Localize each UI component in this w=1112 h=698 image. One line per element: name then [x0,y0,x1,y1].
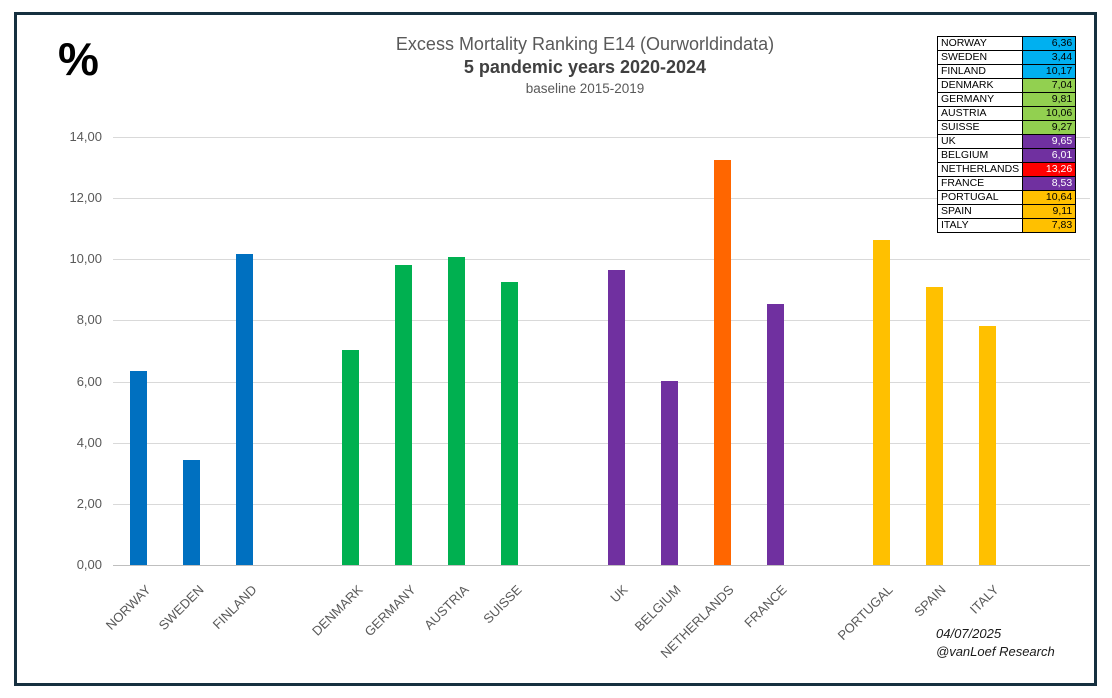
legend-country-label: SWEDEN [936,50,1024,65]
y-tick-label-0,00: 0,00 [76,557,102,572]
legend-value-cell: 9,27 [1022,120,1077,135]
bar-denmark [342,350,359,565]
legend-country-label: UK [936,134,1024,149]
x-axis-label-denmark: DENMARK [309,582,366,639]
legend-country-label: FRANCE [936,176,1024,191]
legend-row-finland: FINLAND 10,17 [936,64,1077,79]
legend-value-cell: 6,36 [1022,36,1077,51]
legend-value-cell: 10,06 [1022,106,1077,121]
legend-value-cell: 7,83 [1022,218,1077,233]
legend-country-label: PORTUGAL [936,190,1024,205]
legend-table: NORWAY 6,36 SWEDEN 3,44 FINLAND 10,17 DENMARK 7… [936,36,1077,233]
legend-value-cell: 10,17 [1022,64,1077,79]
y-tick-label-8,00: 8,00 [76,312,102,327]
legend-country-label: BELGIUM [936,148,1024,163]
x-axis-label-spain: SPAIN [911,582,949,620]
legend-row-italy: ITALY 7,83 [936,218,1077,233]
legend-country-label: AUSTRIA [936,106,1024,121]
legend-row-france: FRANCE 8,53 [936,176,1077,191]
legend-row-germany: GERMANY 9,81 [936,92,1077,107]
x-axis-line [113,565,1090,566]
gridline-12,00 [113,198,1090,199]
legend-value-cell: 8,53 [1022,176,1077,191]
y-tick-label-12,00: 12,00 [69,190,102,205]
title-block: Excess Mortality Ranking E14 (Ourworldin… [160,33,1010,99]
gridline-2,00 [113,504,1090,505]
chart-baseline-note: baseline 2015-2019 [525,81,645,96]
y-tick-label-4,00: 4,00 [76,435,102,450]
legend-value-cell: 9,65 [1022,134,1077,149]
gridline-14,00 [113,137,1090,138]
legend-row-norway: NORWAY 6,36 [936,36,1077,51]
bar-finland [236,254,253,565]
bar-france [767,304,784,565]
legend-value-cell: 9,81 [1022,92,1077,107]
legend-row-spain: SPAIN 9,11 [936,204,1077,219]
x-axis-label-austria: AUSTRIA [421,582,472,633]
gridline-8,00 [113,320,1090,321]
bar-austria [448,257,465,565]
legend-row-belgium: BELGIUM 6,01 [936,148,1077,163]
y-tick-label-14,00: 14,00 [69,129,102,144]
bar-germany [395,265,412,565]
legend-country-label: NORWAY [936,36,1024,51]
legend-country-label: NETHERLANDS [936,162,1024,177]
legend-value-cell: 6,01 [1022,148,1077,163]
x-axis-label-finland: FINLAND [209,582,260,632]
unit-symbol: % [58,33,99,85]
legend-value-cell: 13,26 [1022,162,1077,177]
legend-value-cell: 9,11 [1022,204,1077,219]
bar-portugal [873,240,890,565]
x-axis-label-uk: UK [607,582,631,606]
bar-belgium [661,381,678,565]
gridline-6,00 [113,382,1090,383]
legend-country-label: SUISSE [936,120,1024,135]
footer-credit: @vanLoef Research [936,644,1055,659]
legend-row-suisse: SUISSE 9,27 [936,120,1077,135]
x-axis-label-france: FRANCE [741,582,790,631]
gridline-10,00 [113,259,1090,260]
footer: 04/07/2025 @vanLoef Research [936,625,1055,661]
legend-row-denmark: DENMARK 7,04 [936,78,1077,93]
x-axis-label-belgium: BELGIUM [631,582,684,634]
bar-netherlands [714,160,731,565]
legend-country-label: FINLAND [936,64,1024,79]
y-tick-label-6,00: 6,00 [76,374,102,389]
bar-uk [608,270,625,565]
chart-border-frame [14,12,1097,686]
chart-subtitle: 5 pandemic years 2020-2024 [463,57,707,77]
legend-country-label: DENMARK [936,78,1024,93]
legend-row-austria: AUSTRIA 10,06 [936,106,1077,121]
x-axis-label-suisse: SUISSE [480,582,525,627]
x-axis-label-sweden: SWEDEN [155,582,207,633]
bar-norway [130,371,147,565]
bar-italy [979,326,996,565]
chart-title: Excess Mortality Ranking E14 (Ourworldin… [395,34,775,54]
y-tick-label-2,00: 2,00 [76,496,102,511]
legend-country-label: GERMANY [936,92,1024,107]
bar-suisse [501,282,518,565]
y-tick-label-10,00: 10,00 [69,251,102,266]
bar-sweden [183,460,200,565]
legend-value-cell: 10,64 [1022,190,1077,205]
x-axis-label-portugal: PORTUGAL [834,582,896,644]
legend-country-label: SPAIN [936,204,1024,219]
legend-row-netherlands: NETHERLANDS 13,26 [936,162,1077,177]
legend-row-uk: UK 9,65 [936,134,1077,149]
gridline-4,00 [113,443,1090,444]
legend-row-portugal: PORTUGAL 10,64 [936,190,1077,205]
x-axis-label-germany: GERMANY [361,582,419,640]
bar-spain [926,287,943,565]
legend-value-cell: 7,04 [1022,78,1077,93]
legend-country-label: ITALY [936,218,1024,233]
x-axis-label-netherlands: NETHERLANDS [657,582,737,662]
x-axis-label-norway: NORWAY [102,582,154,633]
legend-value-cell: 3,44 [1022,50,1077,65]
footer-date: 04/07/2025 [936,626,1002,641]
legend-row-sweden: SWEDEN 3,44 [936,50,1077,65]
